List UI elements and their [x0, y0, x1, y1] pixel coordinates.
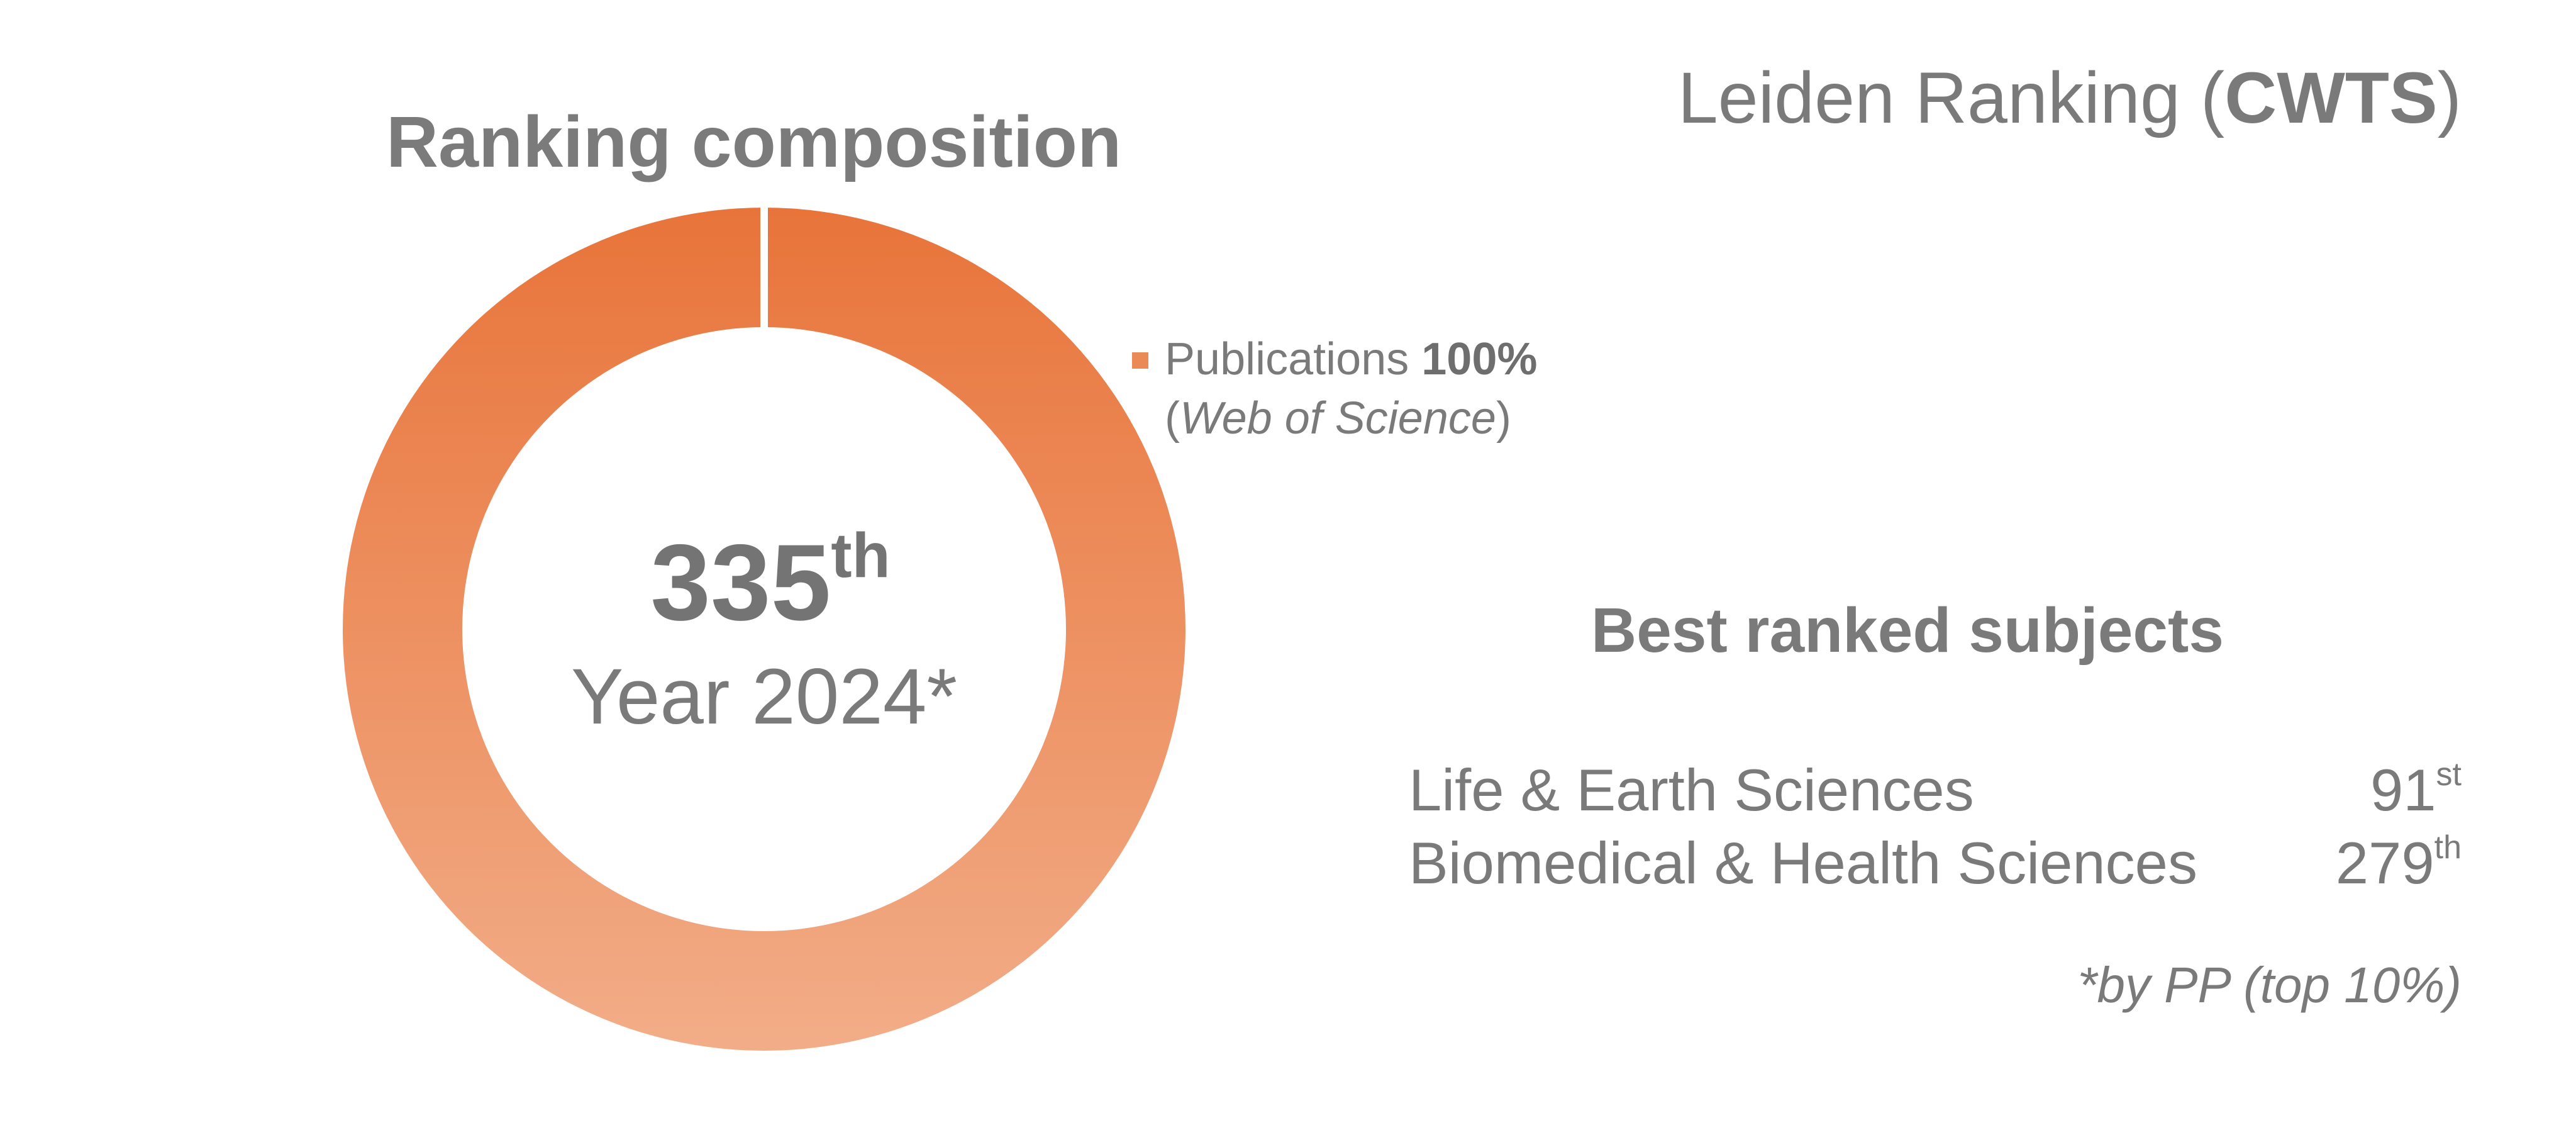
- subject-name: Biomedical & Health Sciences: [1409, 830, 2197, 896]
- ranking-name-prefix: Leiden Ranking (: [1677, 58, 2225, 138]
- legend-source-name: Web of Science: [1179, 393, 1496, 444]
- ranking-name-suffix: ): [2437, 58, 2462, 138]
- footnote: *by PP (top 10%): [2077, 957, 2462, 1013]
- legend-source-close: ): [1496, 393, 1511, 444]
- subject-rank-number: 91: [2370, 757, 2436, 823]
- chart-title: Ranking composition: [386, 102, 1122, 182]
- ranking-name-bold: CWTS: [2224, 58, 2438, 138]
- legend-source-open: (: [1165, 393, 1180, 444]
- subject-rank: 91st: [2370, 756, 2462, 824]
- subject-row: Life & Earth Sciences 91st: [1409, 756, 2462, 832]
- legend-marker-publications: [1132, 352, 1148, 369]
- subjects-title: Best ranked subjects: [1591, 595, 2224, 666]
- subject-row: Biomedical & Health Sciences 279th: [1409, 829, 2462, 905]
- subject-name: Life & Earth Sciences: [1409, 757, 1974, 823]
- overall-rank: 335th: [638, 524, 902, 637]
- legend-series-percent: 100%: [1421, 334, 1538, 384]
- ranking-year: Year 2024*: [570, 653, 957, 741]
- legend-series-name: Publications: [1165, 334, 1409, 384]
- subject-rank-suffix: th: [2434, 829, 2462, 866]
- legend-source: (Web of Science): [1165, 393, 1511, 445]
- overall-rank-suffix: th: [831, 520, 891, 591]
- subject-rank-suffix: st: [2436, 756, 2462, 793]
- ranking-name: Leiden Ranking (CWTS): [1678, 57, 2462, 140]
- legend-label-publications: Publications 100%: [1165, 333, 1537, 386]
- overall-rank-number: 335: [650, 522, 831, 643]
- subject-rank-number: 279: [2335, 830, 2434, 896]
- subject-rank: 279th: [2336, 829, 2462, 897]
